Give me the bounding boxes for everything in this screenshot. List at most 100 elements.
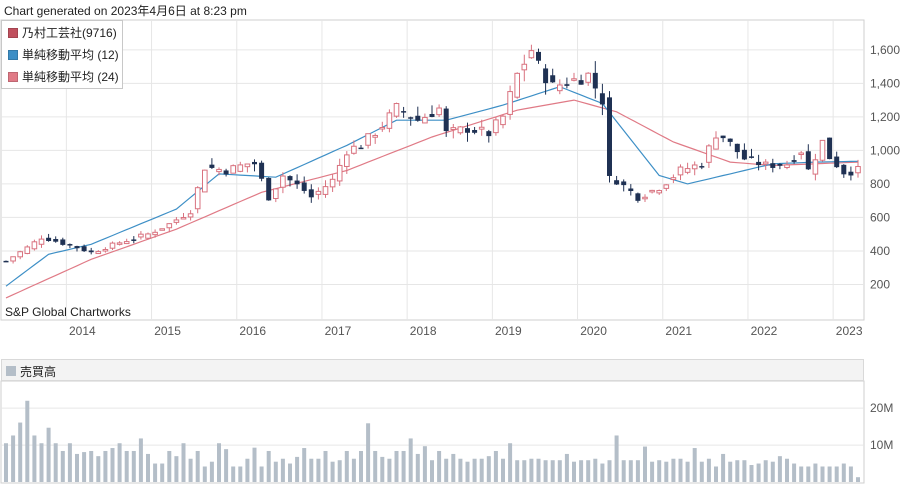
candle (713, 131, 719, 150)
candle-body (180, 217, 187, 220)
volume-bar (309, 458, 314, 482)
candle (691, 161, 698, 176)
candle-body (401, 111, 407, 113)
volume-bar (657, 460, 662, 482)
candle-body (31, 241, 38, 250)
volume-bar (749, 465, 754, 482)
volume-bar (579, 460, 584, 482)
x-tick-label: 2015 (154, 324, 181, 338)
volume-header (1, 359, 864, 381)
price-tick-label: 1,000 (870, 143, 900, 157)
candle-body (386, 112, 393, 129)
candle (762, 159, 769, 170)
candle-body (834, 156, 840, 168)
candle-body (691, 164, 698, 170)
volume-bar (337, 460, 342, 482)
volume-bar (302, 448, 307, 482)
candle (699, 162, 705, 170)
candle (443, 106, 449, 137)
candle-body (194, 187, 201, 210)
volume-bar (366, 423, 371, 482)
candle (294, 174, 300, 189)
volume-bar (777, 456, 782, 482)
candle-body (294, 180, 300, 185)
candle-body (109, 242, 116, 249)
volume-bar (614, 435, 619, 482)
candle-body (465, 128, 470, 133)
volume-bar (96, 456, 101, 482)
candle (88, 247, 94, 255)
volume-bar (742, 460, 747, 482)
candle-body (266, 177, 272, 201)
candle (557, 79, 563, 95)
volume-bar (813, 463, 818, 482)
candle (514, 72, 521, 99)
candle-body (592, 72, 598, 89)
volume-bar (238, 466, 243, 482)
candle (344, 151, 350, 174)
volume-bar (415, 453, 420, 482)
candle (607, 91, 612, 183)
candle-body (159, 228, 165, 231)
candle (649, 189, 655, 194)
candle (38, 235, 45, 248)
volume-bar (380, 456, 385, 482)
legend-label-price: 乃村工芸社(9716) (22, 26, 117, 40)
volume-bar (4, 443, 8, 482)
volume-bar (344, 450, 349, 482)
legend-swatch-ma12 (8, 50, 18, 60)
legend-item-ma24: 単純移動平均 (24) (8, 68, 119, 85)
volume-bar (202, 466, 207, 482)
volume-bar (18, 422, 23, 482)
candle (216, 167, 222, 176)
volume-tick-label: 20M (870, 401, 893, 415)
candle-body (699, 166, 705, 168)
candle-body (344, 154, 350, 167)
volume-bar (628, 460, 633, 482)
volume-bar (295, 456, 300, 482)
volume-bar (82, 452, 87, 482)
candle-body (408, 117, 414, 119)
volume-bar (486, 456, 491, 482)
volume-bars (4, 400, 860, 482)
candle-body (777, 163, 783, 166)
candle (358, 144, 364, 150)
volume-bar (408, 438, 413, 482)
candle-body (635, 193, 641, 201)
candle-body (720, 135, 726, 139)
candle (621, 179, 627, 192)
volume-bar (351, 458, 356, 482)
candle (287, 175, 293, 187)
candle (628, 184, 634, 196)
volume-bar (515, 460, 520, 482)
candle-body (372, 134, 378, 138)
candle-body (599, 93, 605, 105)
candle (571, 72, 577, 82)
candle (493, 116, 499, 136)
candle (17, 250, 23, 260)
volume-bar (785, 458, 789, 482)
candle-body (550, 75, 556, 83)
candle (266, 177, 272, 201)
volume-bar (643, 446, 647, 482)
candle (123, 238, 130, 245)
candle-body (216, 168, 222, 173)
candle-body (571, 78, 577, 81)
candle-body (244, 163, 251, 168)
candle (109, 241, 116, 250)
volume-bar (117, 443, 122, 482)
candle-body (677, 166, 684, 176)
candle-body (280, 175, 286, 188)
volume-bar (564, 453, 569, 482)
volume-bar (479, 458, 484, 482)
volume-bar (387, 458, 392, 482)
legend-swatch-ma24 (8, 72, 18, 82)
volume-bar (167, 450, 172, 482)
volume-bar (373, 450, 378, 482)
candle-body (798, 152, 805, 155)
candle (393, 102, 400, 118)
x-tick-label: 2017 (325, 324, 352, 338)
candle (791, 155, 797, 164)
volume-bar (735, 460, 740, 482)
candle (159, 228, 165, 231)
